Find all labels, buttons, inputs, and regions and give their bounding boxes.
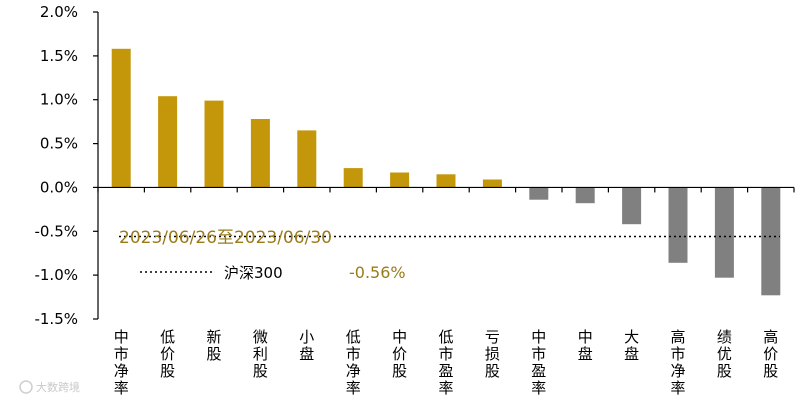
x-tick-label: 中价股 <box>392 328 407 380</box>
x-tick-label: 中市盈率 <box>531 328 546 397</box>
x-tick-label: 微利股 <box>253 328 268 380</box>
bar-5 <box>297 130 317 188</box>
y-tick-labels: 2.0% 1.5% 1.0% 0.5% 0.0% -0.5% -1.0% -1.5% <box>34 3 78 328</box>
bar-9 <box>482 179 502 188</box>
bar-3 <box>204 100 224 188</box>
x-tick-label: 中盘 <box>578 328 593 363</box>
bar-12 <box>622 187 642 225</box>
x-tick-label: 低市净率 <box>346 328 361 397</box>
bar-15 <box>761 187 781 296</box>
x-tick-label: 新股 <box>206 328 221 363</box>
y-tick-label: -1.5% <box>34 310 78 328</box>
y-tick-label: 2.0% <box>40 3 78 21</box>
bar-13 <box>668 187 688 263</box>
bar-10 <box>529 187 549 200</box>
x-tick-label: 高市净率 <box>670 328 685 397</box>
bar-1 <box>111 48 131 188</box>
x-tick-label: 绩优股 <box>717 328 732 380</box>
y-tick-label: -1.0% <box>34 266 78 284</box>
y-tick-label: -0.5% <box>34 222 78 240</box>
bar-6 <box>343 168 363 188</box>
y-tick-label: 1.0% <box>40 91 78 109</box>
period-label: 2023/06/26至2023/06/30 <box>119 228 332 248</box>
watermark: 大数跨境 <box>19 380 80 394</box>
watermark-text: 大数跨境 <box>36 380 80 394</box>
bar-4 <box>250 119 270 188</box>
y-tick-label: 0.5% <box>40 135 78 153</box>
x-tick-label: 大盘 <box>624 328 639 363</box>
axes-layer <box>93 11 795 320</box>
bar-11 <box>575 187 595 204</box>
bar-7 <box>390 172 410 188</box>
legend-value: -0.56% <box>349 263 406 282</box>
x-tick-label: 低市盈率 <box>438 328 453 397</box>
y-tick-label: 0.0% <box>40 178 78 196</box>
legend: 沪深300 -0.56% <box>140 263 406 282</box>
bar-2 <box>158 96 178 188</box>
x-tick-label: 小盘 <box>299 328 314 363</box>
watermark-logo-icon <box>19 380 33 394</box>
bar-14 <box>714 187 734 278</box>
bar-8 <box>436 174 456 188</box>
x-tick-label: 高价股 <box>763 328 778 380</box>
x-tick-label: 低价股 <box>160 328 175 380</box>
x-tick-label: 亏损股 <box>485 328 500 380</box>
bars-layer <box>111 48 781 296</box>
x-tick-label: 中市净率 <box>114 328 129 397</box>
legend-name: 沪深300 <box>224 264 283 282</box>
y-tick-label: 1.5% <box>40 47 78 65</box>
